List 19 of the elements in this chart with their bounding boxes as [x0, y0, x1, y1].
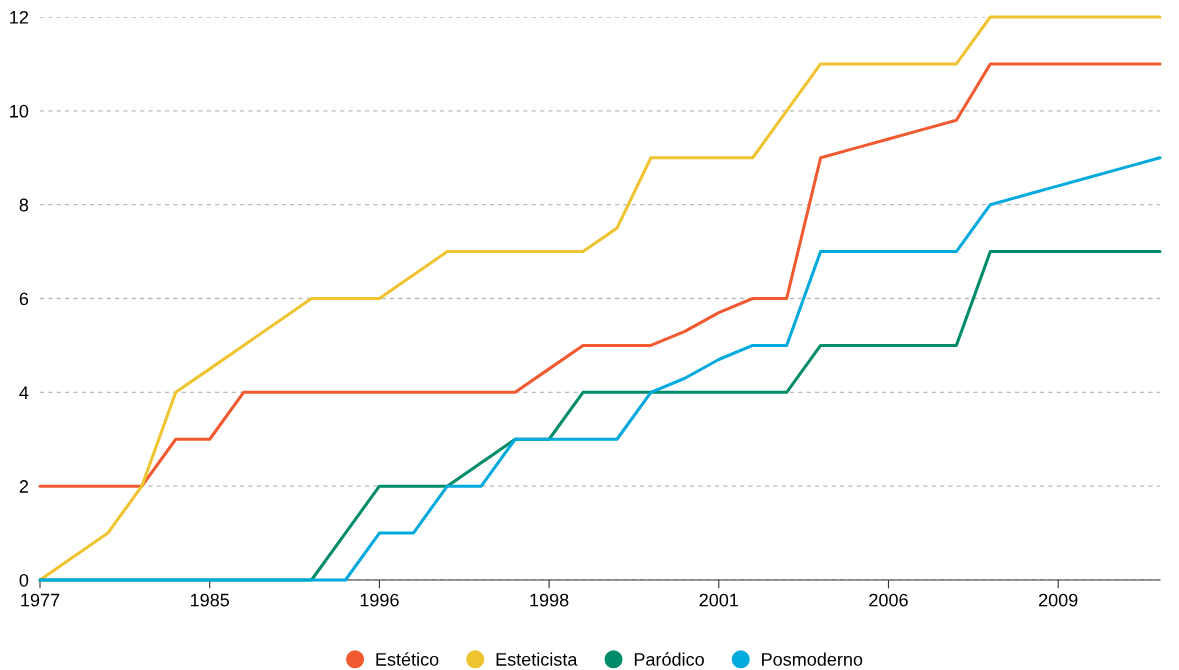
x-tick-label: 2009 — [1039, 593, 1078, 607]
y-tick-label: 0 — [19, 573, 29, 587]
x-tick-label: 1996 — [360, 593, 399, 607]
line-series — [38, 62, 1162, 488]
y-tick-label: 10 — [10, 104, 29, 118]
x-tick-label: 2006 — [869, 593, 908, 607]
y-tick-label: 4 — [19, 386, 29, 399]
y-tick-label: 12 — [10, 10, 28, 24]
y-tick-label: 2 — [19, 480, 28, 493]
legend-label: Posmoderno — [762, 652, 863, 666]
x-tick-label: 1985 — [190, 593, 230, 607]
y-tick-label: 8 — [19, 198, 29, 212]
y-tick-label: 6 — [19, 292, 29, 306]
x-tick-label: 2001 — [699, 593, 738, 607]
x-tick-label: 1998 — [530, 593, 569, 607]
legend-label: Paródico — [634, 652, 704, 666]
legend-label: Estético — [376, 652, 439, 666]
legend-label: Esteticista — [496, 652, 578, 666]
x-tick-label: 1977 — [21, 593, 60, 607]
